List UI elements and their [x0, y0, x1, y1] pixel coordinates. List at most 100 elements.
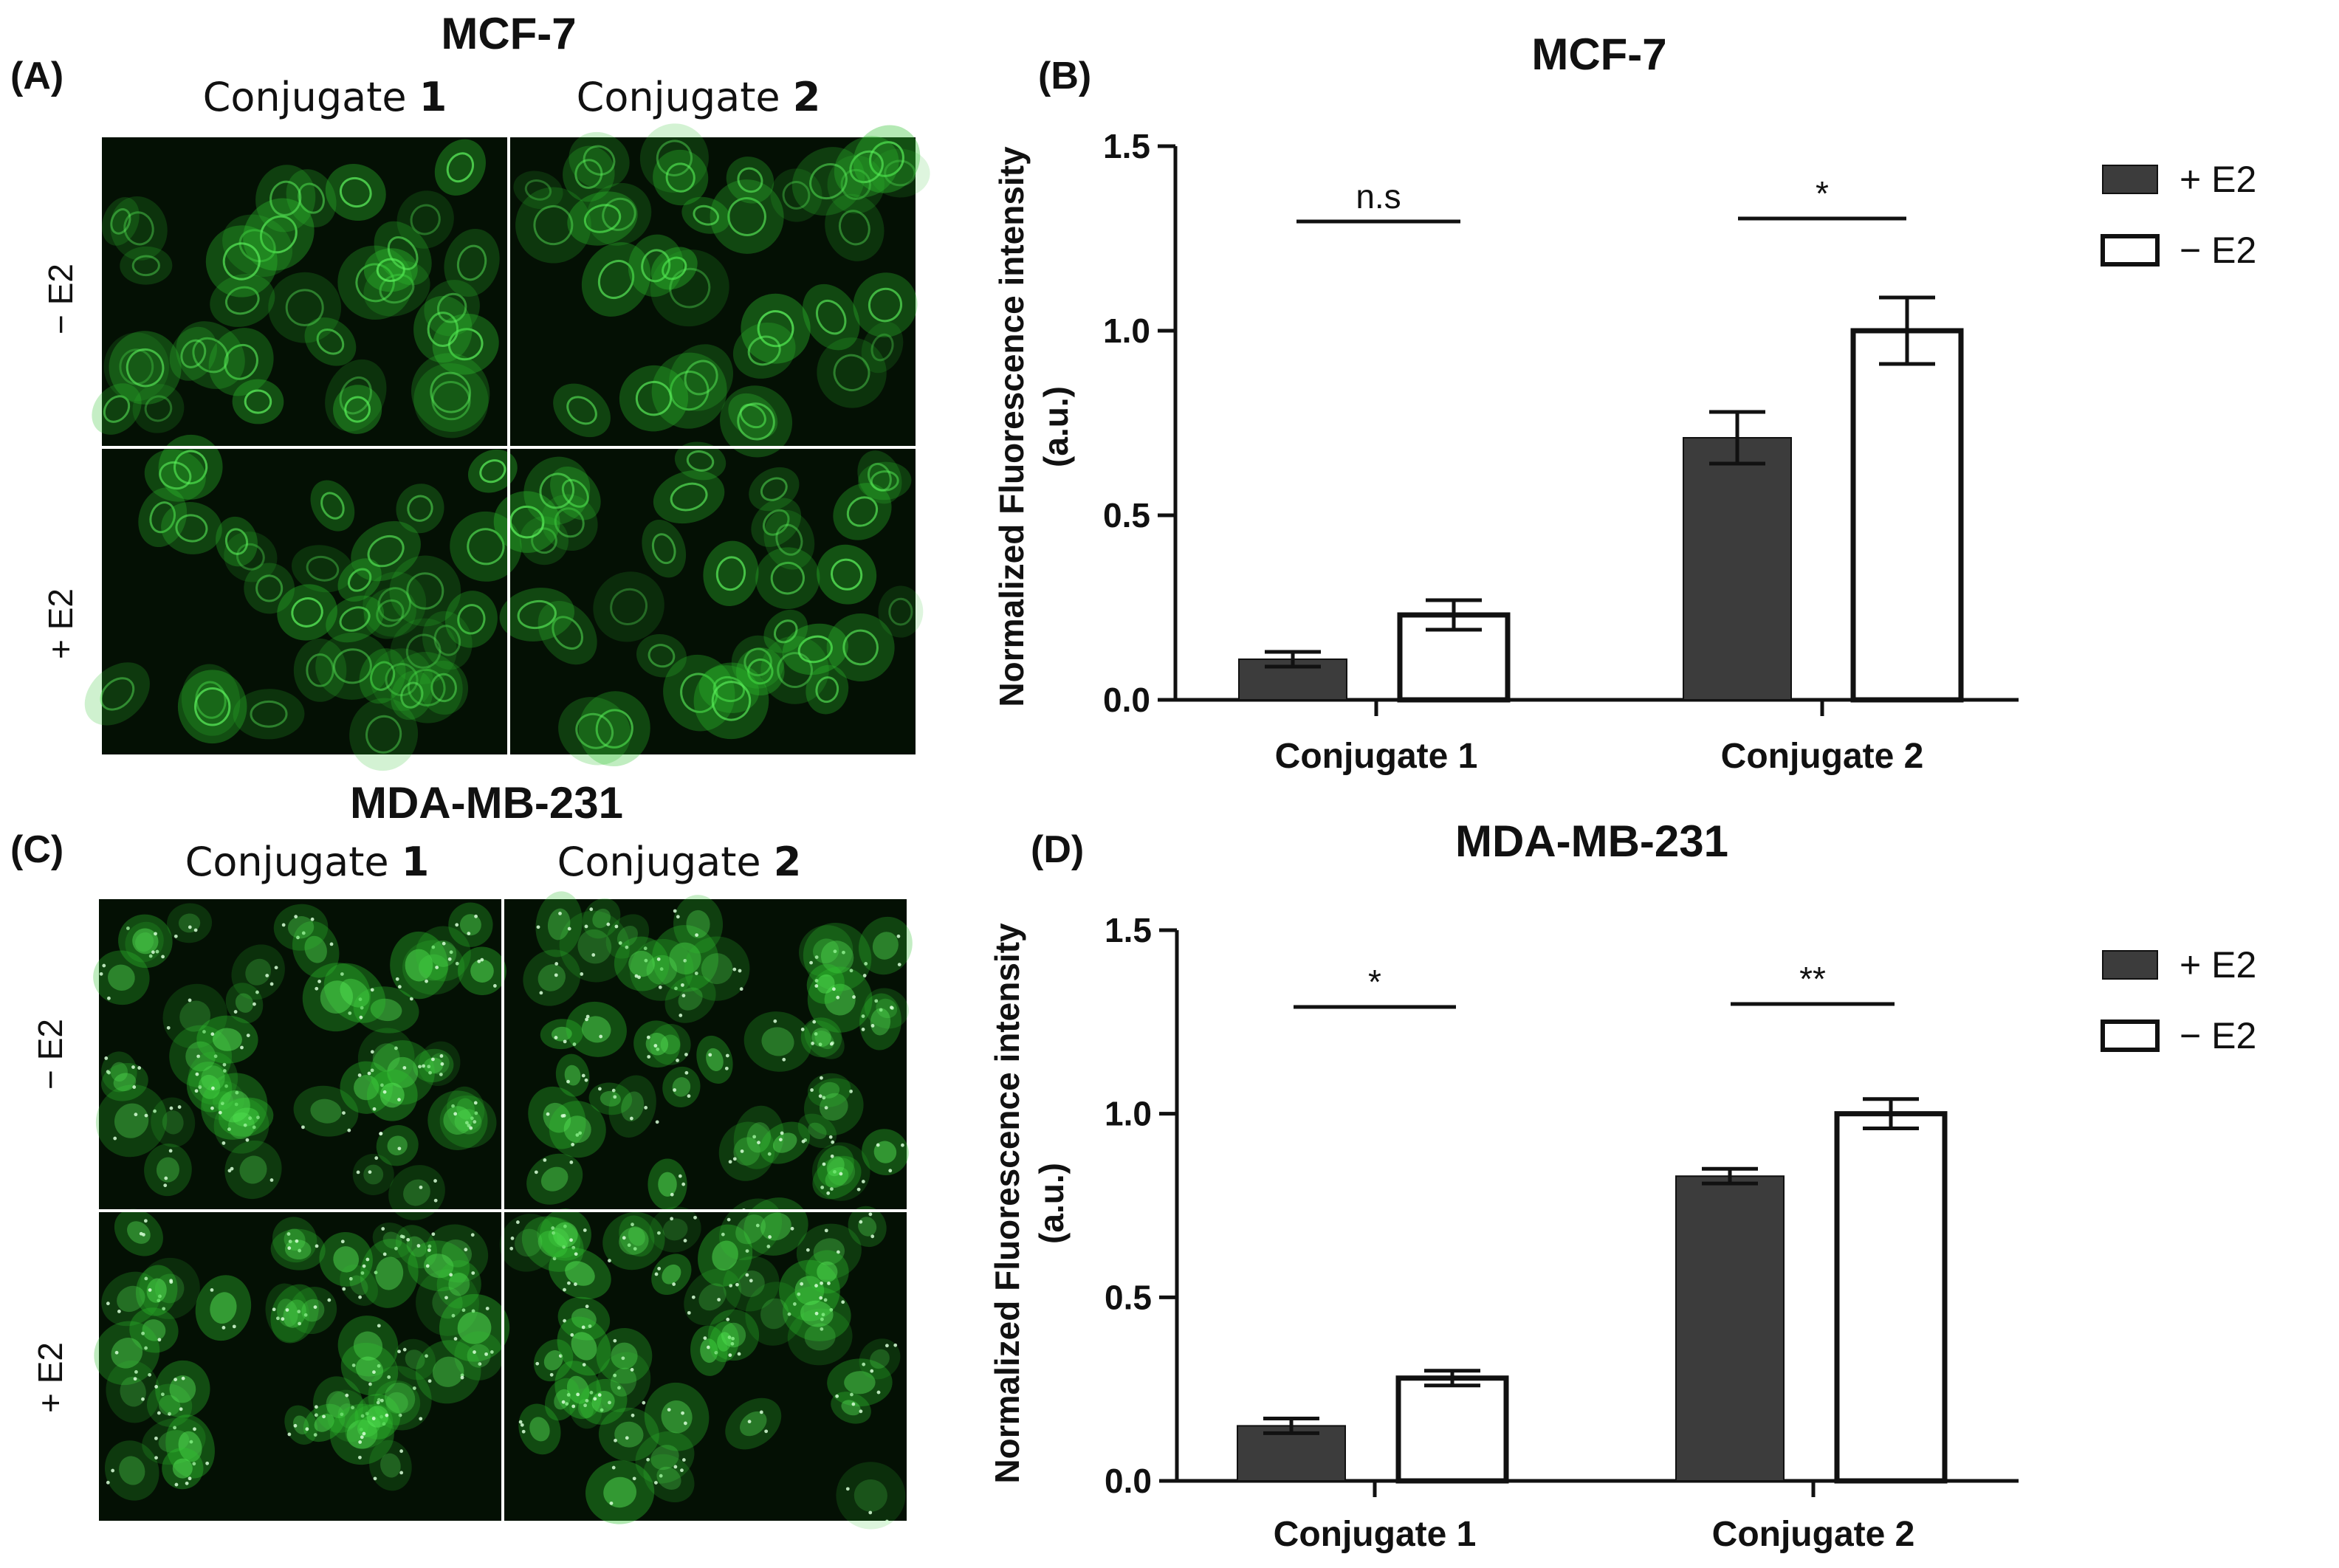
- bright-puncta: [473, 1120, 477, 1124]
- cell-body: [858, 916, 913, 975]
- cell-body: [374, 1380, 421, 1426]
- cell-body: [628, 234, 684, 298]
- bright-puncta: [580, 972, 584, 976]
- cell-body: [563, 145, 615, 202]
- bright-puncta: [676, 915, 680, 919]
- cell-core: [154, 1273, 185, 1304]
- bright-puncta: [425, 1264, 430, 1268]
- micrograph-tile: [92, 139, 500, 439]
- cell-nucleus-ring: [747, 659, 774, 685]
- bright-puncta: [419, 1185, 423, 1189]
- bright-puncta: [213, 1054, 218, 1059]
- bright-puncta: [676, 1058, 679, 1062]
- bright-puncta: [131, 1065, 135, 1069]
- cell-body: [357, 1028, 415, 1087]
- cell-body: [586, 182, 652, 246]
- cell-nucleus-ring: [436, 292, 467, 323]
- bright-puncta: [168, 1149, 173, 1153]
- bright-puncta: [356, 1170, 360, 1175]
- bright-puncta: [845, 1487, 850, 1491]
- bright-puncta: [571, 1142, 575, 1146]
- bright-puncta: [473, 1101, 478, 1105]
- bright-puncta: [295, 1239, 299, 1243]
- bright-puncta: [562, 1113, 566, 1118]
- cell-nucleus-ring: [385, 663, 419, 697]
- bright-puncta: [830, 1154, 834, 1158]
- cell-core: [212, 1028, 242, 1051]
- chart-d: (D) MDA-MB-231 Normalized Fluorescence i…: [988, 816, 2256, 1554]
- cell-core: [467, 1344, 491, 1368]
- cell-nucleus-ring: [868, 462, 892, 492]
- cell-body: [515, 187, 591, 264]
- cell-body: [533, 1339, 574, 1382]
- cell-core: [333, 1246, 360, 1273]
- bright-puncta: [473, 1350, 476, 1354]
- chart-b-legend: + E2 − E2: [2101, 159, 2256, 271]
- bright-puncta: [654, 1272, 659, 1276]
- micrograph-tile: [523, 891, 913, 1211]
- cell-core: [543, 1102, 571, 1133]
- cell-body: [864, 988, 909, 1029]
- cell-body: [146, 1383, 193, 1427]
- bright-puncta: [428, 1070, 432, 1075]
- cell-body: [651, 925, 719, 992]
- cell-core: [816, 974, 835, 994]
- chart-d-axes: 0.0 0.5 1.0 1.5 Conjugate 1 Conjugate 2: [1105, 911, 2019, 1554]
- cell-body: [662, 1066, 701, 1108]
- cell-core: [853, 1479, 887, 1512]
- cell-body: [158, 434, 223, 500]
- cell-body: [650, 250, 729, 327]
- bright-puncta: [164, 1176, 168, 1180]
- bright-puncta: [822, 1162, 826, 1166]
- bright-puncta: [563, 1224, 567, 1228]
- bright-puncta: [629, 1116, 633, 1121]
- bright-puncta: [787, 1312, 791, 1316]
- bright-puncta: [600, 1408, 604, 1412]
- bright-puncta: [342, 1111, 346, 1115]
- cell-nucleus-ring: [339, 376, 372, 415]
- bright-puncta: [830, 1187, 834, 1192]
- cell-body: [444, 591, 498, 648]
- bright-puncta: [269, 982, 274, 986]
- cell-nucleus-ring: [369, 661, 396, 691]
- bright-puncta: [637, 975, 641, 980]
- bright-puncta: [240, 1045, 244, 1050]
- cell-nucleus-ring: [656, 140, 693, 176]
- cell-nucleus-ring: [715, 556, 746, 591]
- cell-body: [523, 456, 591, 526]
- cell-core: [514, 1228, 543, 1257]
- cell-nucleus-ring: [180, 339, 207, 368]
- bright-puncta: [395, 977, 399, 981]
- bright-puncta: [492, 984, 497, 988]
- cell-core: [424, 1254, 454, 1279]
- cell-body: [804, 1078, 864, 1136]
- bright-puncta: [358, 1455, 362, 1459]
- cell-nucleus-ring: [365, 715, 402, 754]
- cell-core: [443, 1106, 473, 1135]
- bright-puncta: [630, 1368, 634, 1372]
- bright-puncta: [546, 1112, 550, 1116]
- bright-puncta: [248, 1116, 253, 1121]
- cell-body: [391, 670, 433, 721]
- bright-puncta: [551, 1226, 555, 1230]
- cell-body: [272, 1217, 317, 1263]
- cell-body: [340, 1061, 393, 1114]
- bright-puncta: [536, 925, 540, 929]
- bright-puncta: [174, 934, 178, 938]
- cell-body: [549, 1248, 611, 1299]
- bright-puncta: [427, 1065, 431, 1069]
- cell-nucleus-ring: [387, 236, 419, 270]
- bright-puncta: [581, 1073, 585, 1078]
- cell-core: [870, 1008, 891, 1036]
- bright-puncta: [398, 1413, 402, 1417]
- cell-body: [325, 359, 387, 432]
- cell-core: [686, 909, 710, 938]
- cell-nucleus-ring: [684, 360, 718, 396]
- cell-core: [646, 955, 677, 985]
- cell-body: [390, 652, 463, 723]
- cell-body: [853, 125, 921, 193]
- cell-body: [519, 516, 569, 565]
- bright-puncta: [585, 1304, 589, 1309]
- cell-core: [662, 1264, 681, 1285]
- cell-body: [467, 449, 518, 493]
